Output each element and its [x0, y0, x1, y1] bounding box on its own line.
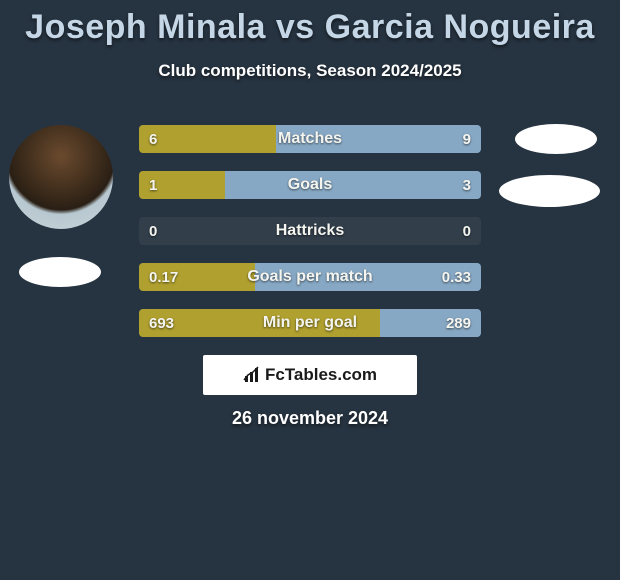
player1-bar-fill: [139, 263, 255, 291]
stat-row: 69Matches: [139, 125, 481, 153]
player1-name: Joseph Minala: [25, 8, 266, 46]
stat-row: 0.170.33Goals per match: [139, 263, 481, 291]
stat-row: 693289Min per goal: [139, 309, 481, 337]
fctables-logo: FcTables.com: [203, 355, 417, 395]
player1-value: 0: [139, 217, 167, 245]
player2-bar-fill: [276, 125, 481, 153]
player1-flag: [19, 257, 101, 287]
player2-bar-fill: [380, 309, 481, 337]
player1-avatar: [9, 125, 113, 229]
date-text: 26 november 2024: [0, 408, 620, 429]
player2-avatar-placeholder: [499, 175, 600, 207]
player2-name: Garcia Nogueira: [325, 8, 595, 46]
player2-value: 0: [453, 217, 481, 245]
stat-row: 13Goals: [139, 171, 481, 199]
logo-text: FcTables.com: [265, 365, 377, 385]
player2-flag: [515, 124, 597, 154]
subtitle: Club competitions, Season 2024/2025: [0, 61, 620, 81]
comparison-title: Joseph Minala vs Garcia Nogueira: [0, 0, 620, 47]
stat-row: 0 0Hattricks: [139, 217, 481, 245]
vs-text: vs: [276, 8, 315, 46]
comparison-bars: 69Matches 13Goals 0 0Hattricks 0.170.33Goals…: [139, 125, 481, 355]
stat-label: Hattricks: [139, 217, 481, 245]
player1-bar-fill: [139, 171, 225, 199]
player2-bar-fill: [255, 263, 481, 291]
player1-bar-fill: [139, 125, 276, 153]
chart-icon: [243, 366, 263, 384]
player2-bar-fill: [225, 171, 482, 199]
player1-bar-fill: [139, 309, 380, 337]
